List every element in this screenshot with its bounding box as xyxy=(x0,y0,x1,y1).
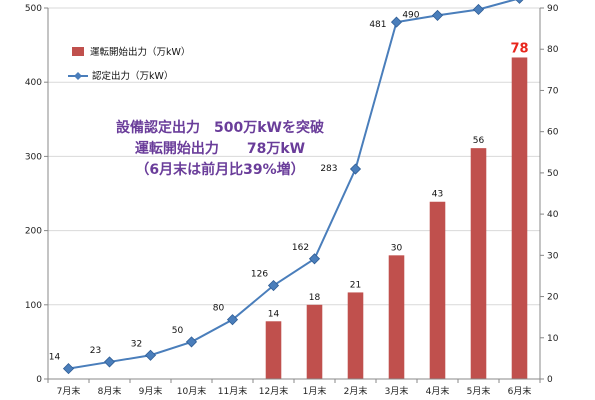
x-tick-label: 11月末 xyxy=(218,385,247,397)
legend-swatch-bar xyxy=(72,47,84,56)
bar xyxy=(306,304,323,379)
line-marker-diamond xyxy=(472,3,485,16)
bar xyxy=(347,292,364,379)
bar-value-label: 30 xyxy=(391,243,403,253)
line-marker-diamond xyxy=(267,279,280,292)
bar-value-label: 78 xyxy=(510,41,528,56)
legend: 運転開始出力（万kW） 認定出力（万kW） xyxy=(68,46,190,82)
y-right-tick-label: 10 xyxy=(547,334,559,344)
x-tick-label: 3月末 xyxy=(385,385,409,397)
annotation-line: （6月末は前月比39%増） xyxy=(135,161,304,178)
x-tick-label: 10月末 xyxy=(177,385,206,397)
bar-value-label: 14 xyxy=(268,309,280,319)
y-left-tick-label: 0 xyxy=(36,375,42,385)
bar-series xyxy=(265,57,528,379)
y-right-tick-label: 80 xyxy=(547,45,559,55)
line-marker-diamond xyxy=(431,9,444,21)
x-tick-label: 7月末 xyxy=(57,385,81,397)
y-right-tick-label: 30 xyxy=(547,251,559,261)
line-value-label: 283 xyxy=(320,164,337,174)
bar-value-label: 21 xyxy=(350,280,361,290)
legend-label-bar: 運転開始出力（万kW） xyxy=(90,46,190,58)
bar-value-label: 43 xyxy=(432,190,443,200)
y-right-tick-label: 70 xyxy=(547,86,559,96)
data-labels: 14 18 21 30 43 56 78 14 23 32 50 80 126 162 283 481 490 4… xyxy=(49,0,529,363)
line-value-label: 162 xyxy=(292,243,309,253)
bar xyxy=(511,57,528,379)
bar xyxy=(265,321,282,379)
x-tick-label: 9月末 xyxy=(139,385,163,397)
line-value-label: 498 xyxy=(466,0,483,1)
line-value-label: 80 xyxy=(213,304,225,314)
x-tick-label: 8月末 xyxy=(98,385,122,397)
annotation-line: 運転開始出力 78万kW xyxy=(135,140,305,157)
line-series xyxy=(62,0,524,375)
bar-value-label: 18 xyxy=(309,293,321,303)
line-value-label: 14 xyxy=(49,353,61,363)
y-left-tick-label: 500 xyxy=(25,4,42,14)
line-marker-diamond xyxy=(185,336,198,348)
y-right-tick-label: 90 xyxy=(547,4,559,14)
x-tick-label: 1月末 xyxy=(303,385,327,397)
y-left-tick-label: 100 xyxy=(25,301,42,311)
line-marker-diamond xyxy=(349,163,362,175)
bar xyxy=(429,201,446,379)
x-tick-label: 12月末 xyxy=(259,385,288,397)
line-marker-diamond xyxy=(308,253,321,265)
y-left-tick-label: 300 xyxy=(25,152,42,162)
line-marker-diamond xyxy=(515,0,524,4)
line-value-label: 481 xyxy=(369,20,386,30)
x-tick-label: 5月末 xyxy=(467,385,491,397)
legend-marker-diamond xyxy=(74,72,82,80)
bar xyxy=(388,255,405,379)
line-value-label: 23 xyxy=(90,346,101,356)
y-left-tick-label: 400 xyxy=(25,78,42,88)
line-marker-diamond xyxy=(226,314,239,326)
line-marker-diamond xyxy=(103,356,116,368)
annotation-line: 設備認定出力 500万kWを突破 xyxy=(116,119,324,136)
gridlines xyxy=(48,7,540,306)
bar xyxy=(470,148,487,379)
line-marker-diamond xyxy=(62,363,75,375)
line-marker-diamond xyxy=(144,349,157,361)
line-value-label: 126 xyxy=(251,270,268,280)
bar-value-label: 56 xyxy=(473,136,485,146)
x-tick-label: 6月末 xyxy=(508,385,532,397)
y-right-tick-label: 60 xyxy=(547,128,559,138)
y-right-tick-label: 20 xyxy=(547,293,559,303)
line-path xyxy=(68,0,518,370)
line-value-label: 32 xyxy=(131,339,142,349)
x-tick-label: 2月末 xyxy=(344,385,368,397)
line-marker-diamond xyxy=(390,16,403,28)
line-value-label: 50 xyxy=(172,326,184,336)
legend-label-line: 認定出力（万kW） xyxy=(92,70,173,82)
y-right-tick-label: 0 xyxy=(547,375,553,385)
axes: 0 100 200 300 400 500 0 10 20 30 40 50 60 70 80 90 7月末 8月… xyxy=(25,4,559,397)
y-left-tick-label: 200 xyxy=(25,227,42,237)
y-right-tick-label: 50 xyxy=(547,169,559,179)
x-tick-label: 4月末 xyxy=(426,385,450,397)
y-right-tick-label: 40 xyxy=(547,210,559,220)
line-value-label: 490 xyxy=(402,10,419,20)
